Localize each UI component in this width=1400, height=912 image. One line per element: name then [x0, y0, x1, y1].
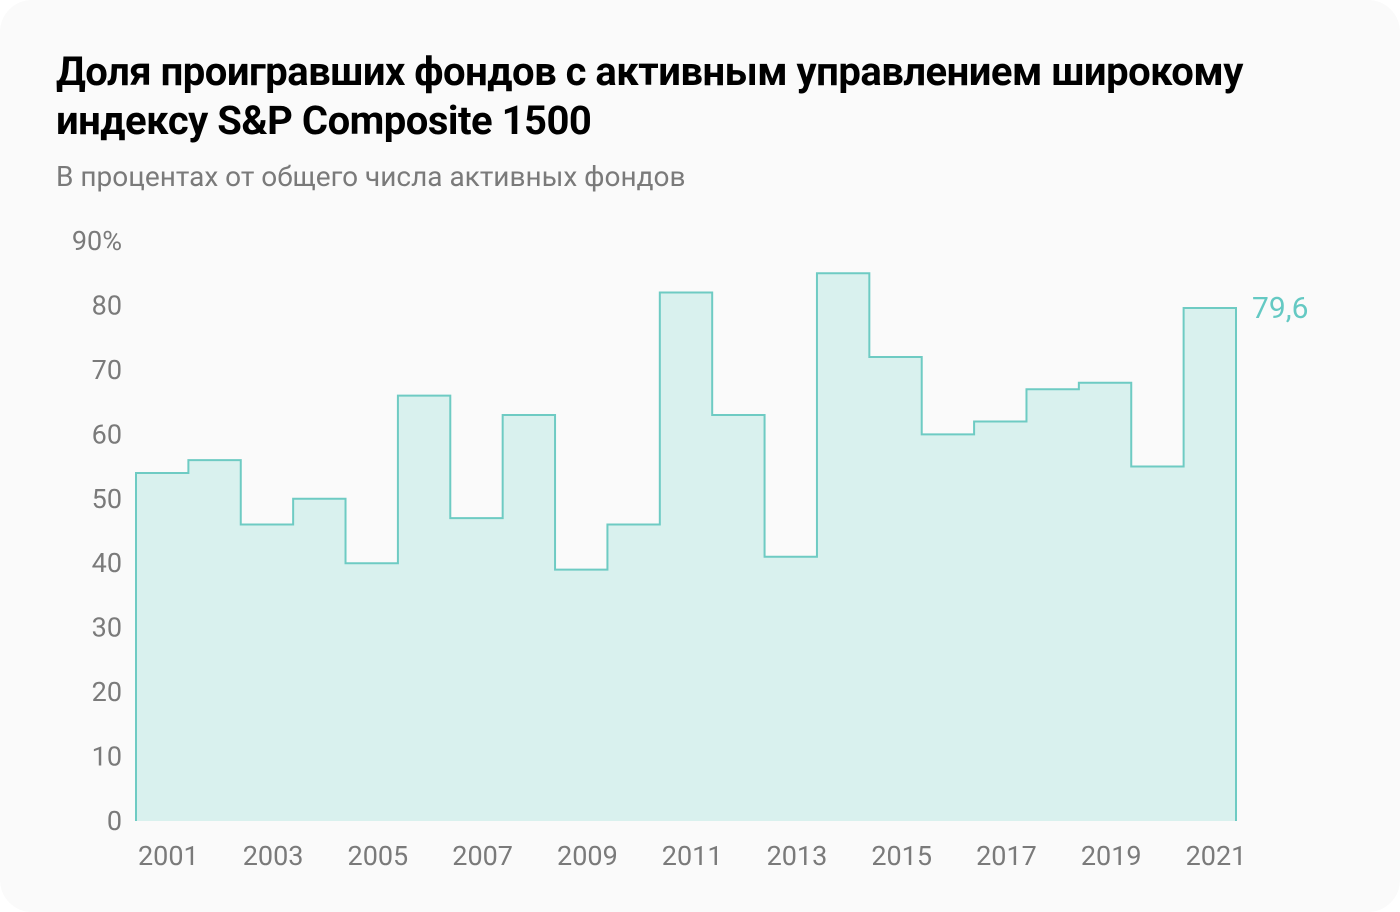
x-tick-label: 2017 — [976, 840, 1037, 872]
x-tick-label: 2015 — [871, 840, 932, 872]
x-tick-label: 2013 — [767, 840, 828, 872]
x-tick-label: 2001 — [138, 840, 199, 872]
y-tick-label: 40 — [92, 547, 122, 579]
y-tick-label: 0 — [107, 805, 122, 837]
chart-title: Доля проигравших фондов с активным управ… — [56, 48, 1344, 146]
bars-fill — [136, 273, 1236, 821]
y-tick-label: 80 — [92, 289, 122, 321]
x-tick-label: 2005 — [348, 840, 409, 872]
y-tick-label: 10 — [92, 740, 122, 772]
x-tick-label: 2009 — [557, 840, 618, 872]
y-tick-label: 60 — [92, 418, 122, 450]
y-tick-label: 20 — [92, 676, 122, 708]
bar-chart-svg: 90% 80 70 60 50 40 30 20 10 0 2001 2003 2005 2007 2009… — [56, 221, 1344, 881]
x-tick-label: 2021 — [1186, 840, 1247, 872]
chart-subtitle: В процентах от общего числа активных фон… — [56, 160, 1344, 193]
x-tick-label: 2007 — [452, 840, 513, 872]
callout-label: 79,6 — [1252, 291, 1308, 326]
y-tick-label: 50 — [92, 482, 122, 514]
x-tick-label: 2011 — [662, 840, 723, 872]
y-tick-label: 30 — [92, 611, 122, 643]
chart-card: Доля проигравших фондов с активным управ… — [0, 0, 1400, 912]
x-tick-label: 2003 — [243, 840, 304, 872]
y-tick-label: 90% — [72, 225, 122, 257]
y-tick-label: 70 — [92, 353, 122, 385]
x-tick-label: 2019 — [1081, 840, 1142, 872]
chart-area: 90% 80 70 60 50 40 30 20 10 0 2001 2003 2005 2007 2009… — [56, 221, 1344, 881]
